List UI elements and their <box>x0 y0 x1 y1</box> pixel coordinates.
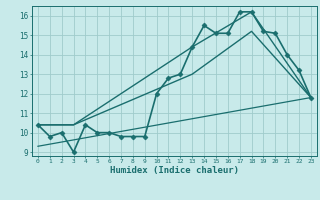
X-axis label: Humidex (Indice chaleur): Humidex (Indice chaleur) <box>110 166 239 175</box>
